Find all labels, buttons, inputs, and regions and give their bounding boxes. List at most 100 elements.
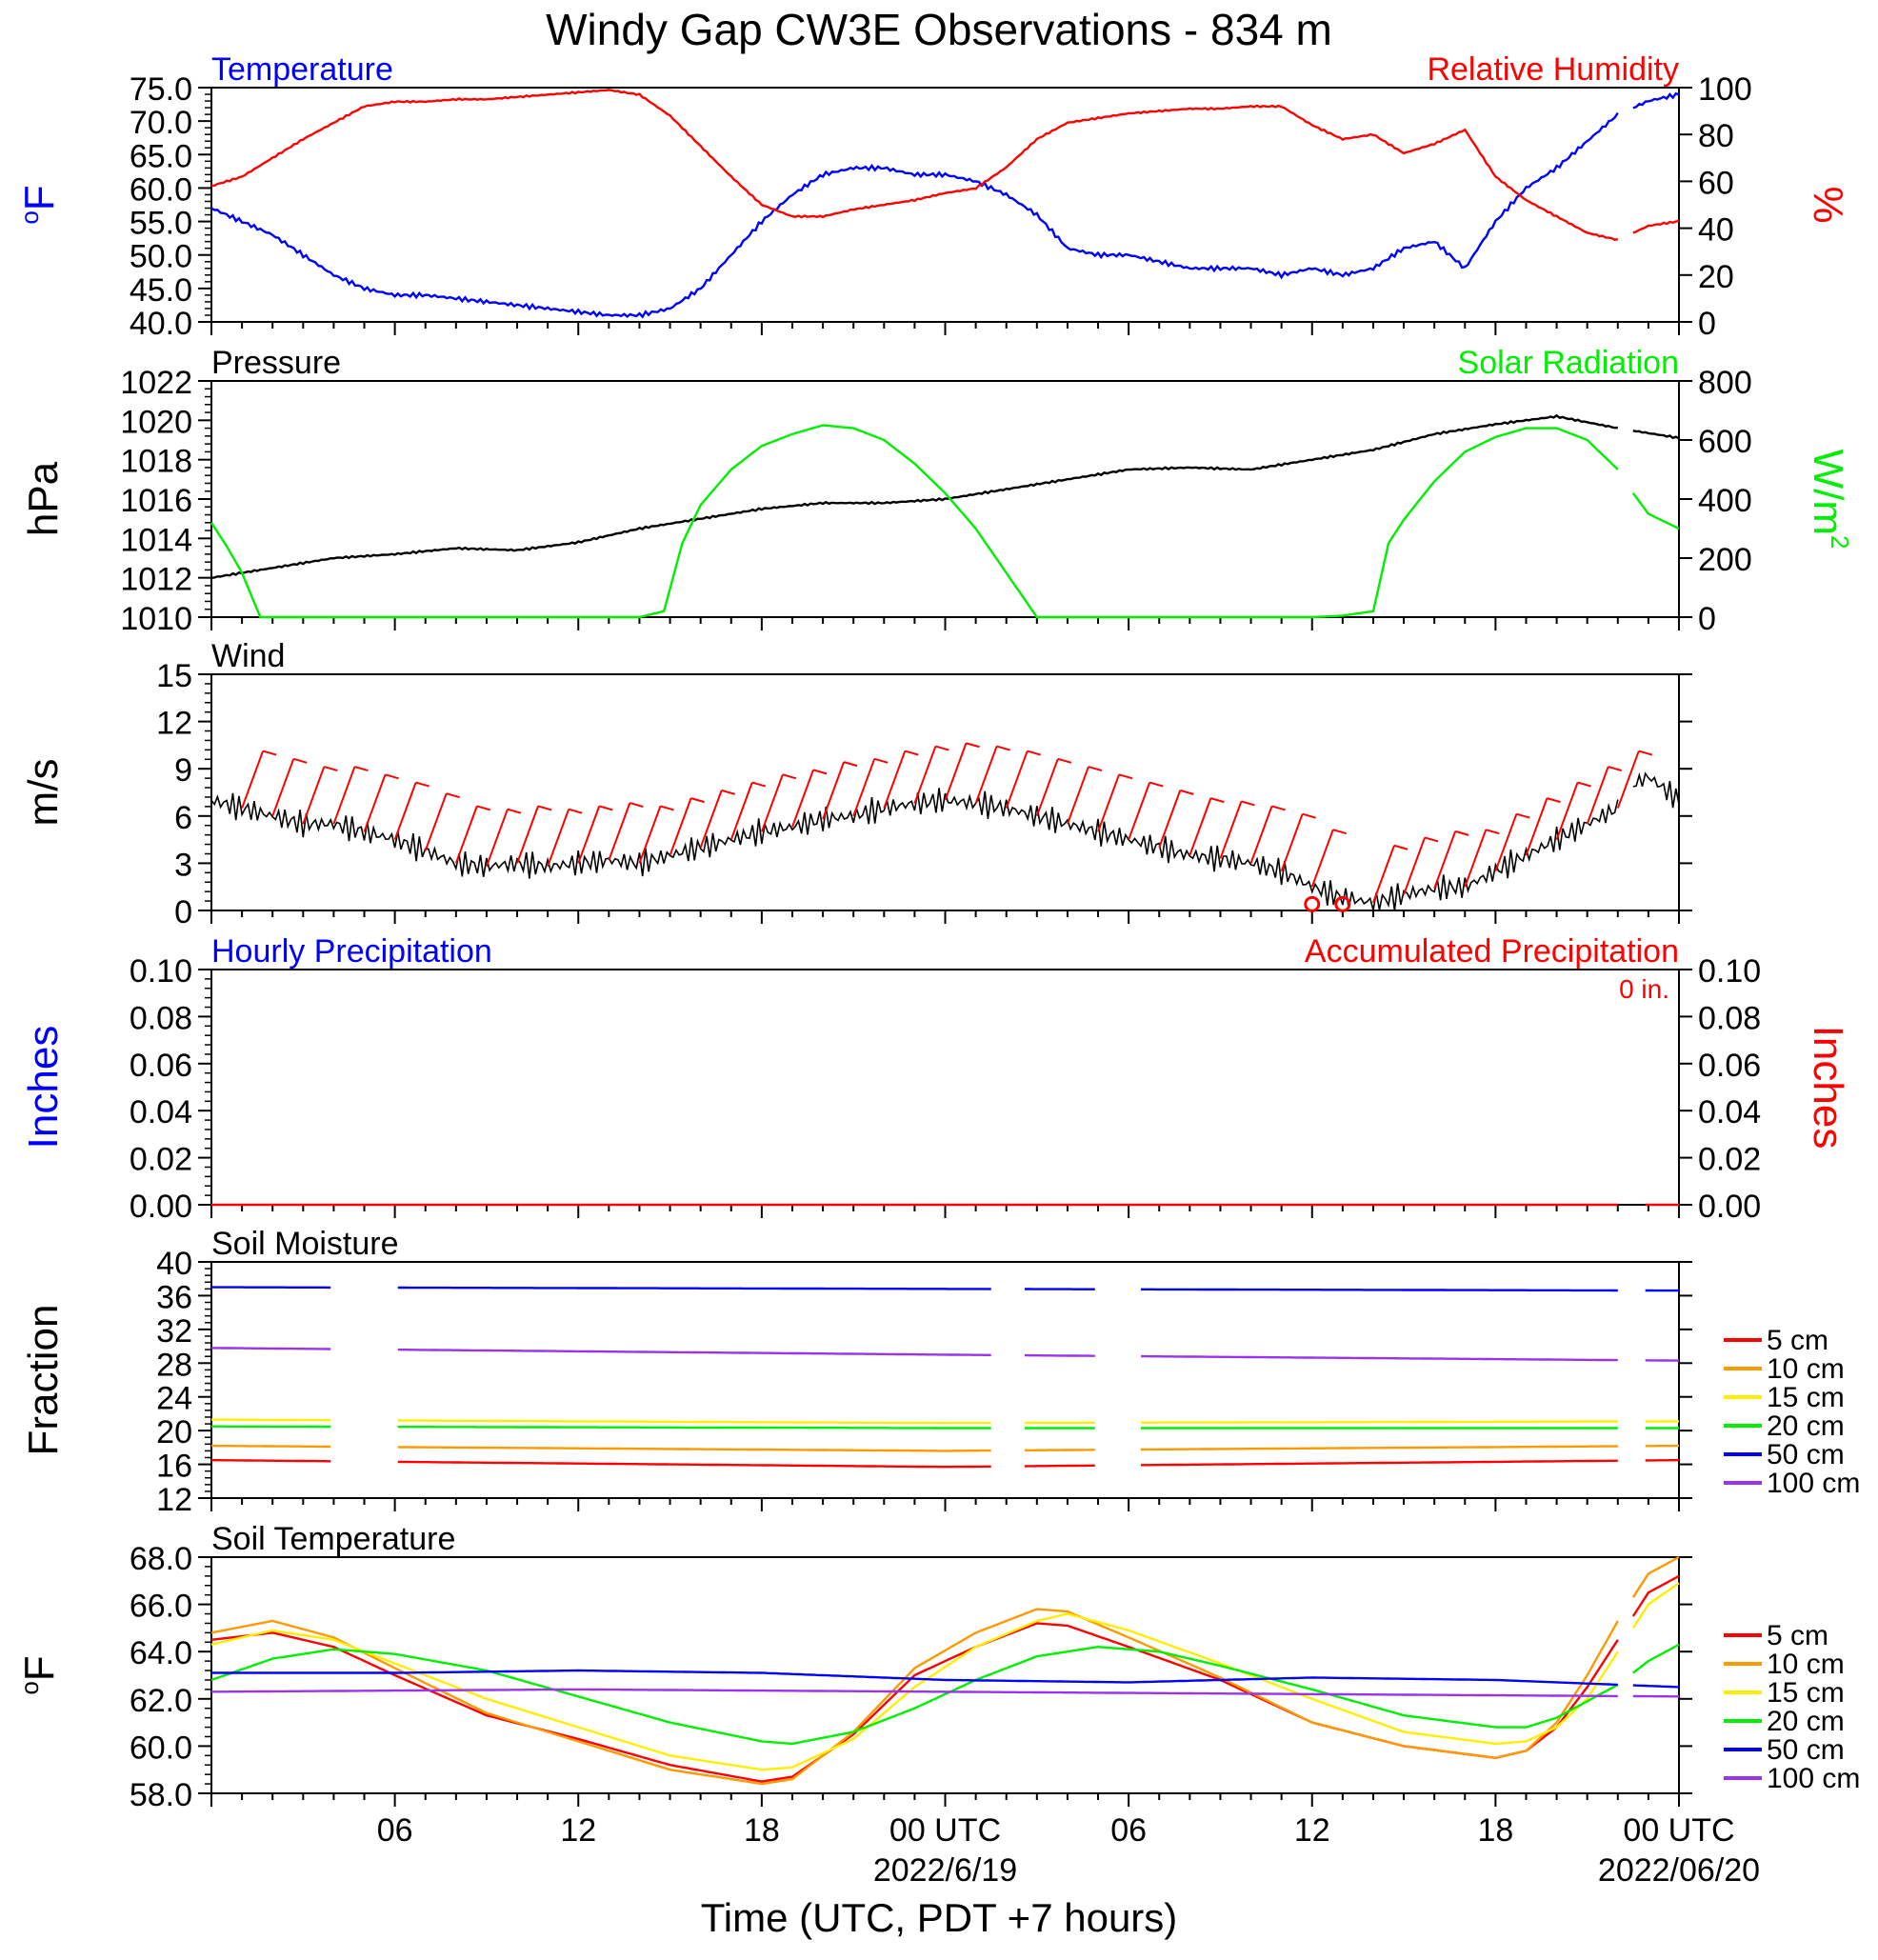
y-tick-label-left: 50.0 <box>130 239 192 275</box>
wind-barb-flag <box>905 750 919 756</box>
calm-wind-marker <box>1304 895 1321 912</box>
wind-barb-flag <box>1210 797 1225 804</box>
wind-barb <box>547 809 570 868</box>
wind-barb-flag <box>598 805 613 811</box>
x-tick-label: 06 <box>377 1812 413 1849</box>
y-tick-label-left: 28 <box>156 1347 192 1383</box>
series-line-100-cm <box>210 1688 1679 1698</box>
wind-barb-flag <box>1485 829 1500 835</box>
wind-barb <box>1219 801 1243 859</box>
x-tick-date-label: 2022/06/20 <box>1598 1852 1760 1889</box>
y-axis-label-left-unit: F <box>16 185 63 210</box>
y-tick-label-left: 12 <box>156 706 192 742</box>
wind-barb-flag <box>1179 789 1194 795</box>
legend-label: 10 cm <box>1767 1649 1845 1680</box>
wind-barb <box>1555 782 1579 840</box>
x-axis-label: Time (UTC, PDT +7 hours) <box>700 1895 1178 1940</box>
x-tick-date-label: 2022/6/19 <box>873 1852 1017 1889</box>
x-tick-label: 12 <box>560 1812 596 1849</box>
y-axis-label-left: oF <box>15 185 63 224</box>
plot-frame <box>210 969 1680 1206</box>
series-line-50-cm <box>211 1669 1680 1689</box>
wind-barb <box>1066 766 1089 825</box>
wind-barb <box>516 806 539 864</box>
wind-barb <box>638 806 662 864</box>
wind-barb-flag <box>262 750 277 756</box>
y-tick-label-left: 0.10 <box>130 953 192 990</box>
series-line-pressure <box>210 413 1680 579</box>
y-axis-label-left: hPa <box>20 461 67 536</box>
wind-barb <box>302 766 326 825</box>
wind-barb-flag <box>1088 766 1103 772</box>
wind-barb <box>332 766 356 825</box>
y-tick-label-left: 1022 <box>120 365 192 401</box>
y-tick-label-right: 400 <box>1698 483 1752 519</box>
wind-barb-flag <box>292 757 308 764</box>
y-tick-label-left: 9 <box>174 752 192 789</box>
wind-barb <box>822 761 846 820</box>
series-line-temperature <box>210 91 1680 319</box>
x-tick-label: 06 <box>1110 1812 1147 1849</box>
wind-barb <box>1097 773 1120 832</box>
panel-title-left: Wind <box>211 638 285 674</box>
panel-temp-rh: 40.045.050.055.060.065.070.075.0 0 20 40 60 8… <box>15 51 1851 342</box>
series-line-relative-humidity <box>210 89 1680 242</box>
wind-barb <box>699 790 723 849</box>
wind-barb <box>1433 830 1457 890</box>
y-tick-label-left: 0.04 <box>130 1094 192 1130</box>
y-tick-label-right: 40 <box>1698 212 1734 249</box>
wind-barb-flag <box>415 781 430 788</box>
legend-label: 50 cm <box>1767 1439 1845 1470</box>
wind-barb-flag <box>1608 766 1622 772</box>
y-axis-label-right: Inches <box>1805 1026 1851 1150</box>
calm-wind-marker <box>1334 895 1351 912</box>
wind-barb-flag <box>935 745 949 751</box>
y-tick-label-left: 65.0 <box>130 138 192 174</box>
wind-barb <box>1494 813 1518 872</box>
wind-barb <box>974 746 998 804</box>
wind-barb <box>1616 750 1640 809</box>
y-tick-label-left: 66.0 <box>130 1589 192 1625</box>
wind-barb-flag <box>843 761 858 768</box>
wind-barb-flag <box>1302 812 1316 819</box>
plot-frame <box>210 1556 1680 1794</box>
y-tick-label-left: 62.0 <box>130 1683 192 1719</box>
series-line-5-cm <box>210 1458 1680 1469</box>
wind-barb <box>1035 758 1059 817</box>
y-tick-label-right: 600 <box>1698 424 1752 460</box>
panel-title-right: Relative Humidity <box>1427 51 1679 88</box>
panel-title-left: Temperature <box>211 51 393 88</box>
y-tick-label-right: 0.02 <box>1698 1142 1761 1178</box>
wind-barb <box>1403 837 1427 895</box>
legend-label: 20 cm <box>1767 1706 1845 1737</box>
y-tick-label-right: 80 <box>1698 118 1734 154</box>
y-tick-label-right: 0.10 <box>1698 953 1761 990</box>
y-tick-label-left: 75.0 <box>130 71 192 108</box>
panel-precip: 0.00 0.02 0.04 0.06 0.08 0.10 0.00 0.02 0.04 0.06… <box>20 933 1851 1225</box>
y-tick-label-left: 0.02 <box>130 1142 192 1178</box>
wind-barb <box>913 746 937 804</box>
figure-title: Windy Gap CW3E Observations - 834 m <box>546 5 1332 54</box>
wind-barb <box>608 802 631 861</box>
wind-barb-flag <box>1577 781 1591 788</box>
y-axis-label-left: Inches <box>20 1026 67 1150</box>
y-tick-label-left: 68.0 <box>130 1541 192 1577</box>
wind-barb <box>393 782 417 840</box>
y-tick-label-right: 200 <box>1698 542 1752 578</box>
y-axis-label-right-exponent: 2 <box>1826 535 1854 549</box>
y-tick-label-right: 0.08 <box>1698 1000 1761 1036</box>
x-tick-label: 00 UTC <box>889 1812 1001 1849</box>
panel-annotation: 0 in. <box>1619 974 1669 1004</box>
panel-title-left: Pressure <box>211 345 341 381</box>
wind-barb <box>424 792 448 851</box>
legend-label: 50 cm <box>1767 1734 1845 1766</box>
wind-barb <box>1128 782 1151 840</box>
wind-barb-flag <box>1424 836 1439 843</box>
wind-barb <box>1586 766 1609 825</box>
wind-barb-flag <box>751 781 767 788</box>
wind-barb-flag <box>996 745 1010 751</box>
y-tick-label-right: 0.04 <box>1698 1094 1761 1130</box>
series-line-wind <box>210 771 1680 911</box>
